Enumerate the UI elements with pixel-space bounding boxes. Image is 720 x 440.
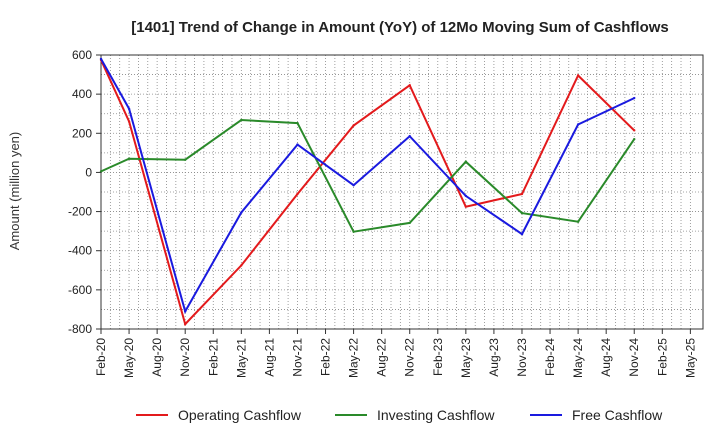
- series-line-investing-cashflow: [100, 118, 636, 233]
- data-point-operating-cashflow: [464, 205, 468, 208]
- y-axis-label: Amount (million yen): [7, 132, 22, 251]
- y-tick-label: 0: [85, 165, 92, 179]
- data-point-investing-cashflow: [296, 121, 299, 125]
- x-tick-label: Aug-23: [487, 338, 501, 377]
- x-tick-label: May-23: [459, 338, 473, 378]
- data-point-investing-cashflow: [633, 137, 636, 141]
- x-tick-label: May-21: [234, 338, 248, 378]
- x-tick-label: Feb-20: [94, 338, 108, 376]
- data-point-investing-cashflow: [127, 157, 131, 160]
- y-tick-label: -800: [68, 322, 92, 336]
- y-tick-label: 200: [72, 126, 92, 140]
- data-point-free-cashflow: [408, 135, 411, 138]
- x-tick-label: Feb-23: [431, 338, 445, 376]
- y-tick-label: 600: [72, 48, 92, 62]
- x-tick-label: Aug-20: [150, 338, 164, 377]
- x-tick-label: Feb-25: [655, 338, 669, 376]
- x-tick-label: May-22: [347, 338, 361, 378]
- data-point-free-cashflow: [296, 143, 299, 146]
- data-point-operating-cashflow: [633, 129, 636, 132]
- x-tick-label: Aug-21: [262, 338, 276, 377]
- y-tick-label: -400: [68, 244, 92, 258]
- data-point-free-cashflow: [240, 211, 243, 214]
- data-point-free-cashflow: [352, 183, 355, 187]
- x-tick-label: Nov-21: [290, 338, 304, 377]
- y-tick-label: 400: [72, 87, 92, 101]
- x-tick-label: May-20: [122, 338, 136, 378]
- x-tick-label: May-24: [571, 338, 585, 378]
- data-point-investing-cashflow: [183, 158, 187, 161]
- data-point-investing-cashflow: [408, 221, 411, 225]
- x-axis-ticks: Feb-20 May-20 Aug-20 Nov-20 Feb-21 May-21 Aug-…: [94, 329, 697, 378]
- data-point-free-cashflow: [127, 107, 131, 111]
- x-tick-label: Nov-24: [627, 338, 641, 377]
- y-tick-label: -200: [68, 205, 92, 219]
- data-point-investing-cashflow: [352, 230, 355, 233]
- data-point-free-cashflow: [183, 310, 187, 313]
- data-point-investing-cashflow: [240, 118, 243, 122]
- x-tick-label: Feb-24: [543, 338, 557, 376]
- legend-label-operating-cashflow: Operating Cashflow: [178, 407, 302, 423]
- x-tick-label: Nov-22: [403, 338, 417, 377]
- x-tick-label: Feb-21: [206, 338, 220, 376]
- series-lines: [99, 57, 636, 327]
- data-point-free-cashflow: [464, 194, 468, 198]
- data-point-free-cashflow: [576, 123, 580, 126]
- x-tick-label: May-25: [683, 338, 697, 378]
- chart-title: [1401] Trend of Change in Amount (YoY) o…: [131, 19, 669, 36]
- data-point-investing-cashflow: [576, 220, 580, 223]
- grid: [101, 55, 703, 329]
- x-tick-label: Feb-22: [319, 338, 333, 376]
- data-point-operating-cashflow: [296, 192, 299, 196]
- data-point-free-cashflow: [99, 57, 103, 61]
- legend: Operating Cashflow Investing Cashflow Free…: [136, 407, 663, 423]
- y-axis-ticks: 600 400 200 0 -200 -400 -600 -800: [68, 48, 101, 336]
- data-point-investing-cashflow: [464, 160, 468, 163]
- data-point-operating-cashflow: [520, 192, 524, 196]
- y-tick-label: -600: [68, 283, 92, 297]
- x-tick-label: Nov-20: [178, 338, 192, 377]
- data-point-operating-cashflow: [576, 74, 580, 77]
- data-point-operating-cashflow: [127, 120, 131, 123]
- x-tick-label: Aug-24: [599, 338, 613, 377]
- legend-label-free-cashflow: Free Cashflow: [572, 407, 663, 423]
- data-point-operating-cashflow: [183, 322, 187, 326]
- x-tick-label: Aug-22: [375, 338, 389, 377]
- data-point-operating-cashflow: [240, 264, 243, 267]
- legend-label-investing-cashflow: Investing Cashflow: [377, 407, 495, 423]
- data-point-free-cashflow: [633, 96, 636, 100]
- data-point-free-cashflow: [520, 232, 524, 236]
- series-line-free-cashflow: [100, 58, 635, 314]
- data-point-operating-cashflow: [408, 84, 411, 87]
- data-point-operating-cashflow: [352, 124, 355, 127]
- data-point-investing-cashflow: [520, 211, 524, 215]
- plot-area: [100, 54, 704, 330]
- x-tick-label: Nov-23: [515, 338, 529, 377]
